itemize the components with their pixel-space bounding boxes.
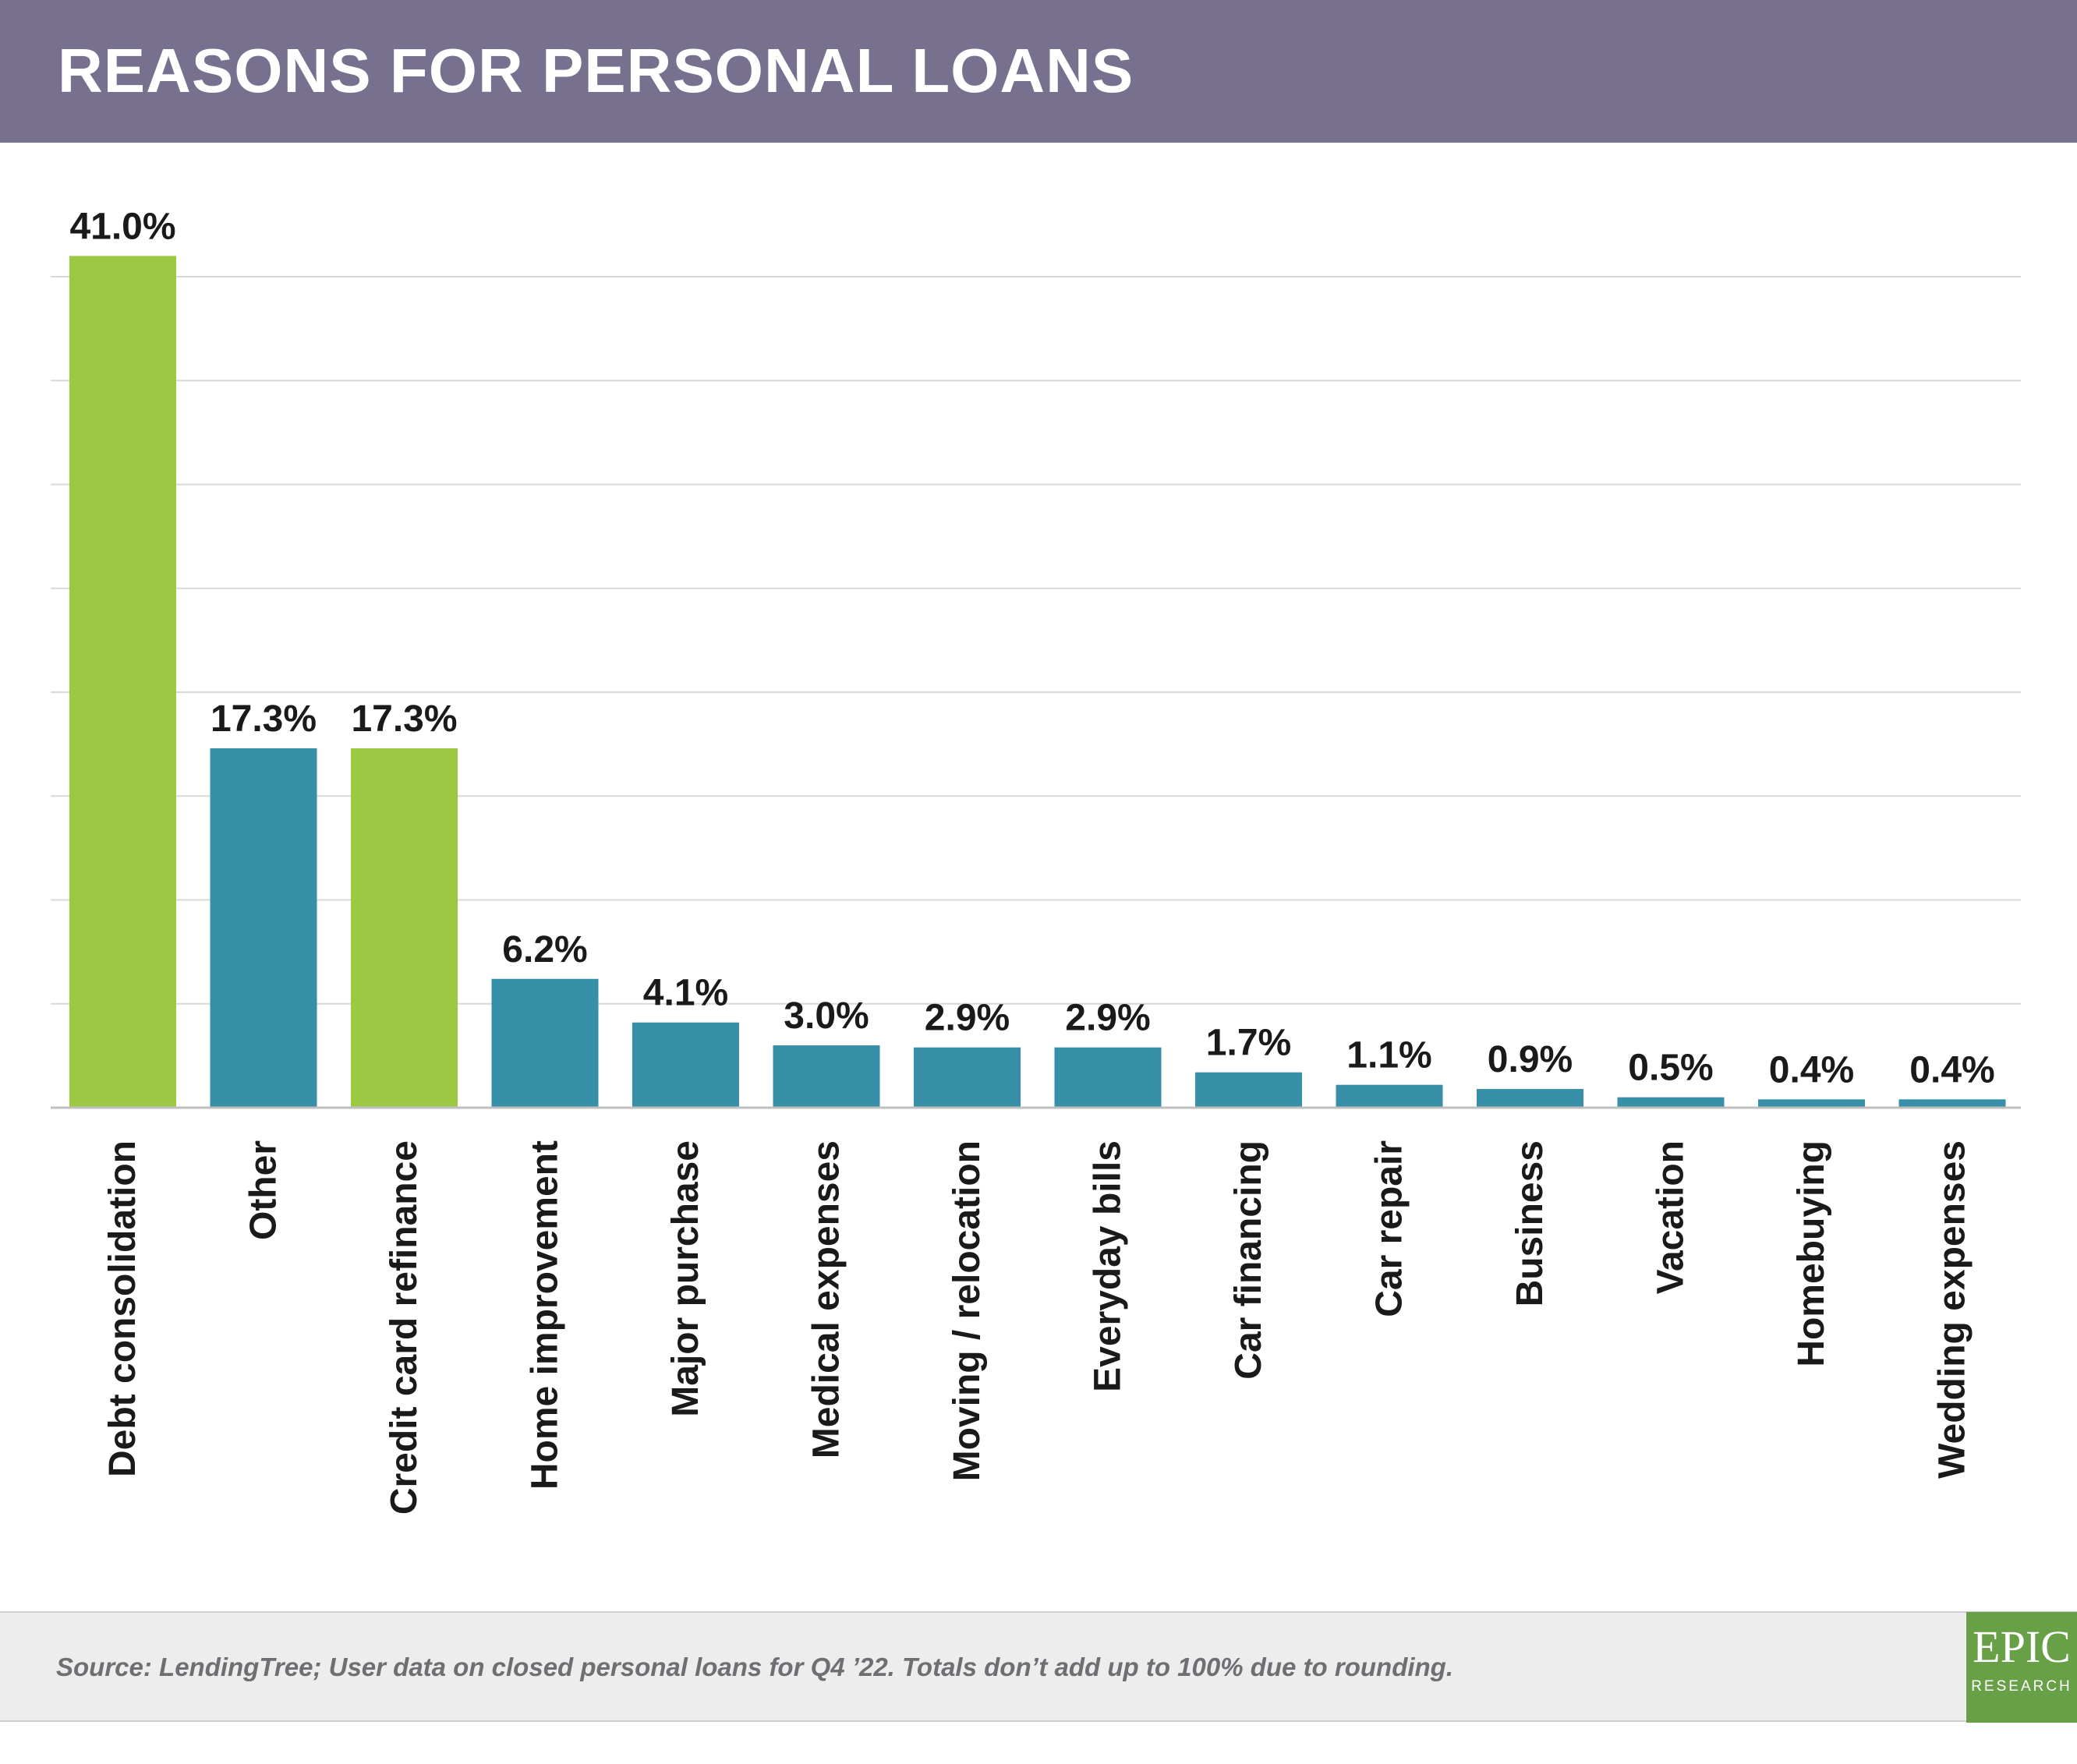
- category-label: Medical expenses: [806, 1140, 847, 1458]
- bar: [351, 748, 458, 1108]
- data-labels: 41.0% 17.3% 17.3% 6.2% 4.1% 3.0% 2.9% 2.9% 1.7% 1…: [69, 206, 1994, 1091]
- data-label: 1.7%: [1206, 1023, 1291, 1064]
- data-label: 0.4%: [1769, 1049, 1854, 1091]
- data-label: 2.9%: [925, 998, 1010, 1039]
- logo-wordmark: EPIC: [1973, 1621, 2071, 1672]
- data-label: 2.9%: [1065, 998, 1150, 1039]
- bar: [773, 1045, 880, 1108]
- bar: [1195, 1072, 1302, 1108]
- bar: [1054, 1047, 1162, 1108]
- bar: [1336, 1084, 1443, 1108]
- category-label: Car repair: [1369, 1140, 1410, 1317]
- bar: [1617, 1097, 1725, 1108]
- data-label: 41.0%: [69, 206, 175, 247]
- bar: [1477, 1089, 1583, 1108]
- data-label: 4.1%: [643, 973, 728, 1014]
- bar-chart: 41.0% 17.3% 17.3% 6.2% 4.1% 3.0% 2.9% 2.9% 1.7% 1…: [51, 206, 2021, 1515]
- data-label: 17.3%: [351, 698, 457, 740]
- category-label: Vacation: [1651, 1140, 1692, 1294]
- data-label: 3.0%: [784, 995, 869, 1037]
- category-label: Wedding expenses: [1932, 1140, 1973, 1479]
- data-label: 0.9%: [1488, 1039, 1573, 1080]
- category-label: Business: [1509, 1140, 1551, 1306]
- data-label: 0.5%: [1628, 1048, 1713, 1089]
- category-label: Homebuying: [1791, 1140, 1832, 1367]
- bar: [914, 1047, 1021, 1108]
- bar: [491, 978, 599, 1108]
- header-banner: REASONS FOR PERSONAL LOANS: [0, 0, 2077, 143]
- category-label: Car financing: [1228, 1140, 1269, 1380]
- category-label: Credit card refinance: [384, 1140, 425, 1515]
- gridlines: [51, 276, 2021, 1005]
- data-label: 17.3%: [211, 698, 317, 740]
- category-label: Home improvement: [525, 1140, 566, 1490]
- bar: [69, 256, 176, 1108]
- bar: [210, 748, 317, 1108]
- data-label: 0.4%: [1909, 1049, 1994, 1091]
- category-label: Everyday bills: [1088, 1140, 1129, 1392]
- data-label: 6.2%: [502, 929, 587, 970]
- data-label: 1.1%: [1346, 1035, 1431, 1076]
- footer: Source: LendingTree; User data on closed…: [0, 1611, 2077, 1722]
- category-label: Debt consolidation: [102, 1140, 143, 1477]
- bar: [1758, 1099, 1865, 1108]
- chart-title: REASONS FOR PERSONAL LOANS: [58, 36, 1134, 105]
- category-label: Other: [243, 1140, 285, 1240]
- category-label: Moving / relocation: [947, 1140, 988, 1481]
- category-label: Major purchase: [665, 1140, 706, 1417]
- source-note: Source: LendingTree; User data on closed…: [56, 1653, 1454, 1681]
- bar: [1898, 1099, 2006, 1108]
- category-labels: Debt consolidation Other Credit card refin…: [102, 1140, 1973, 1515]
- logo-subtitle: RESEARCH: [1971, 1678, 2072, 1695]
- epic-research-logo: EPIC RESEARCH: [1966, 1612, 2077, 1723]
- bar: [632, 1022, 739, 1108]
- bars: [69, 256, 2006, 1108]
